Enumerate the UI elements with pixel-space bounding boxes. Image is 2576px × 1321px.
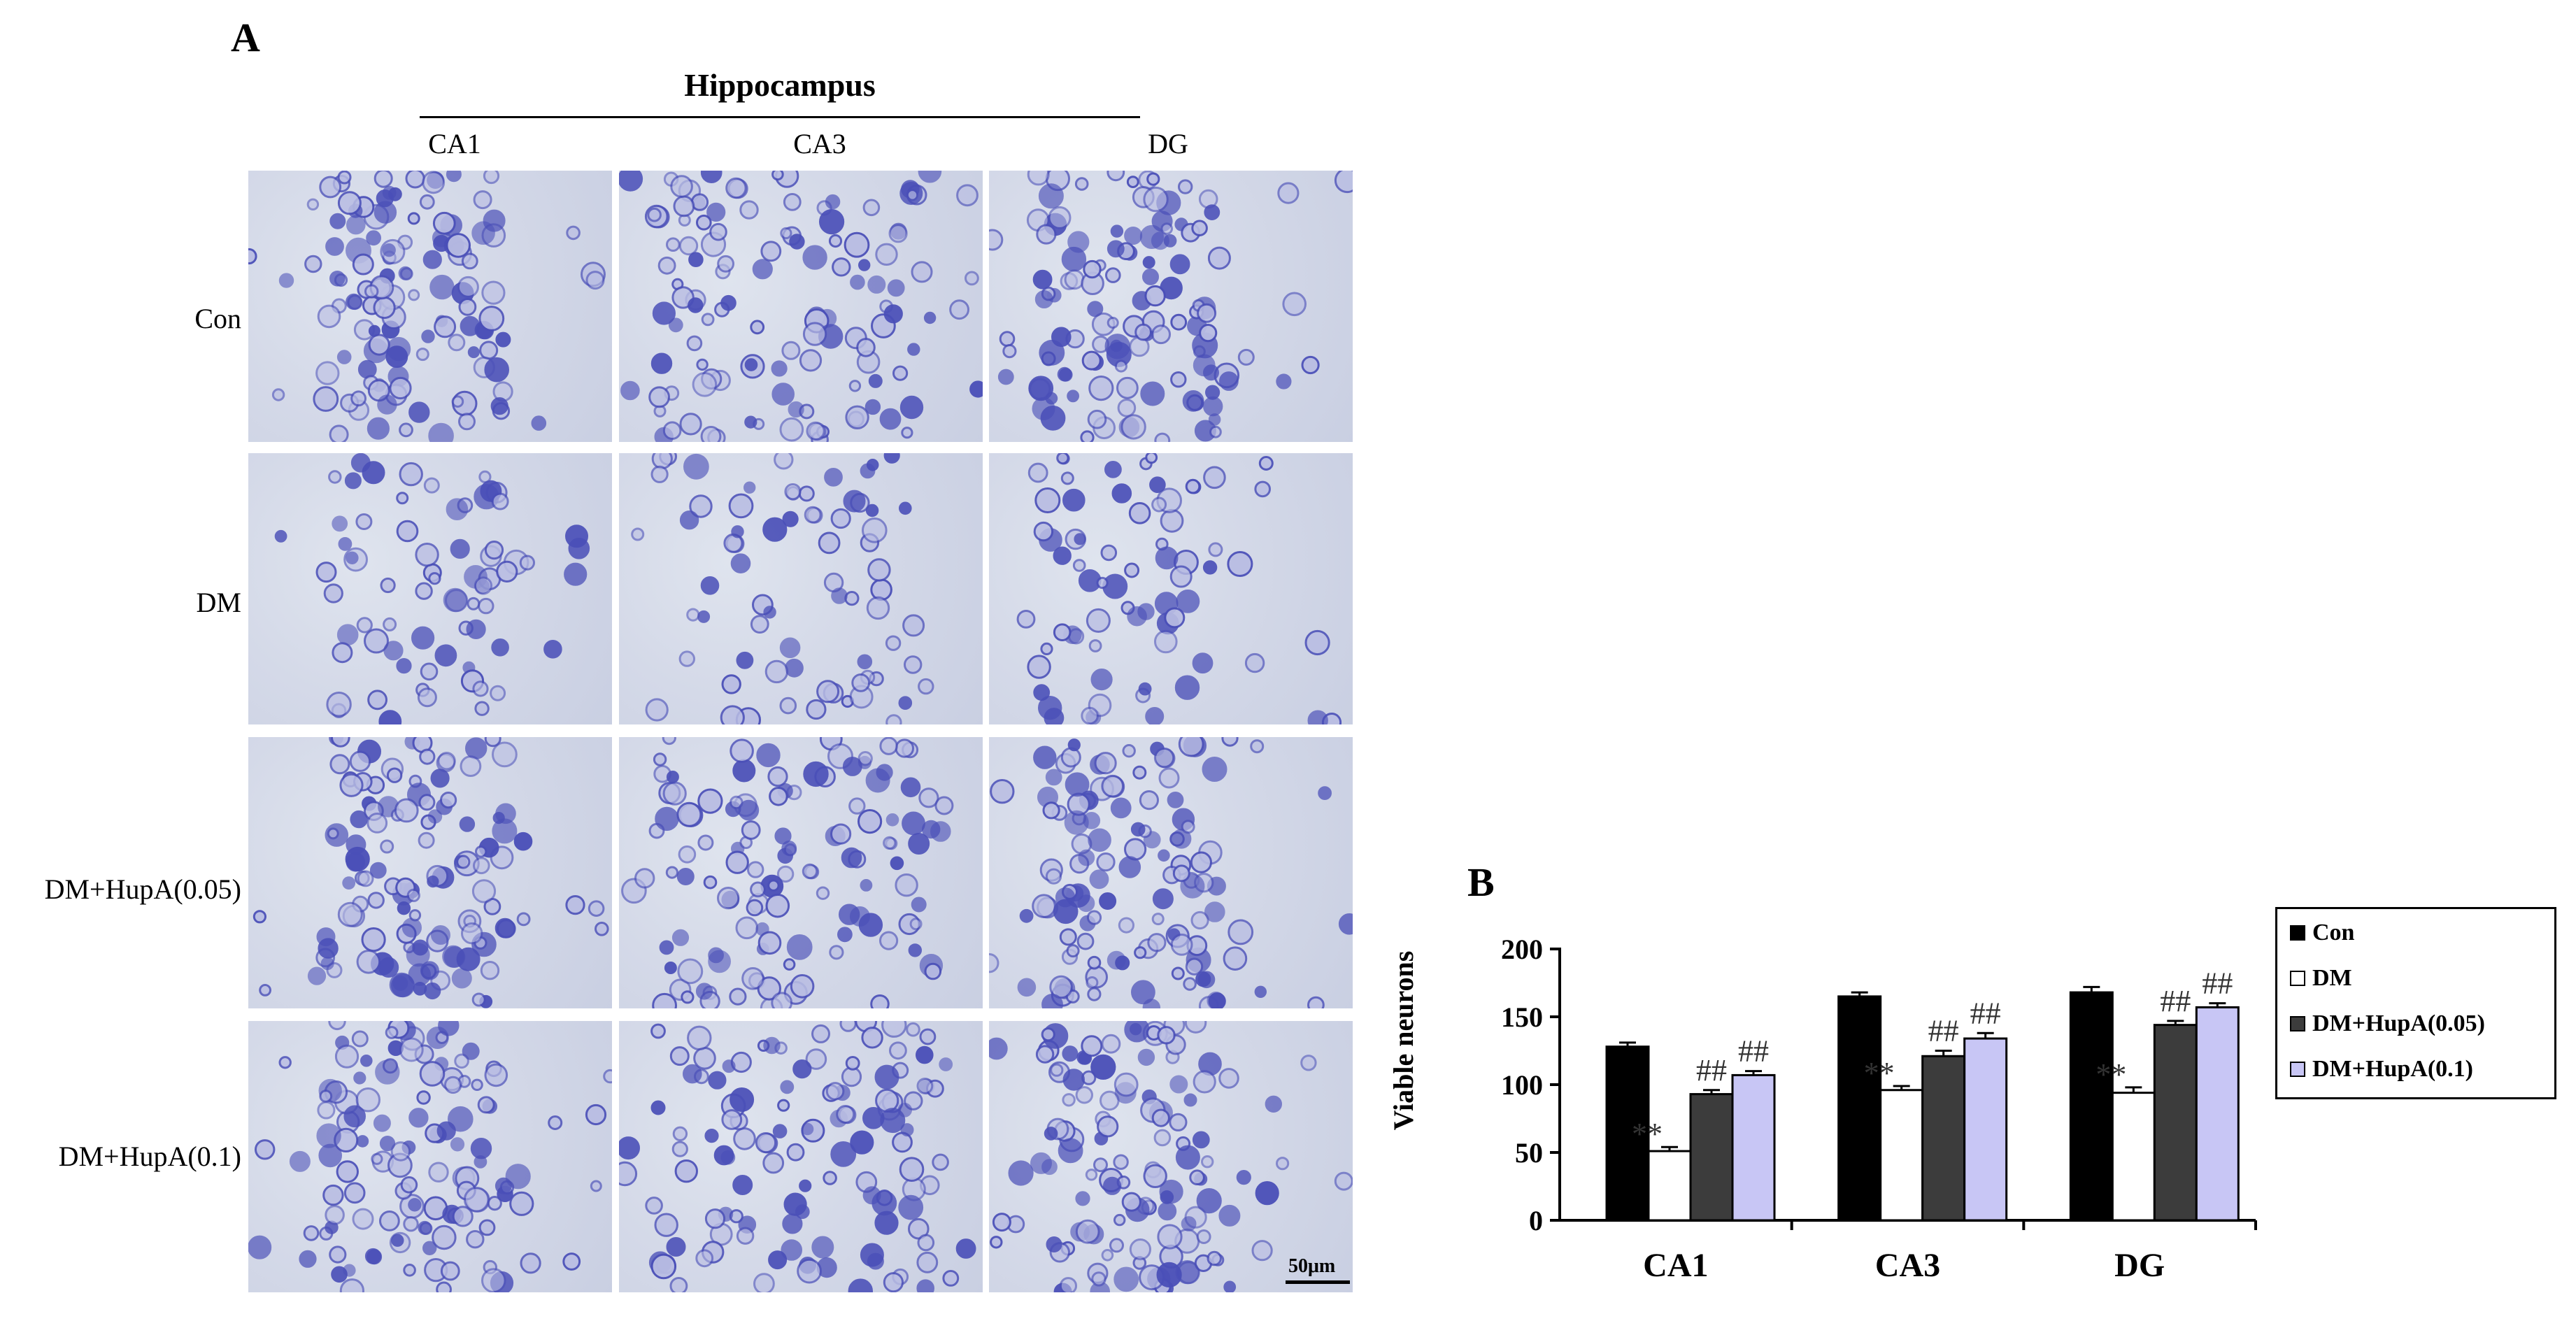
bar-ca3-con [1837,995,1882,1222]
bar-ca3-dm [1879,1089,1924,1222]
annotation-ca3-dm: ** [1864,1056,1895,1090]
micrograph-con-ca3 [619,171,983,442]
micrograph-dm-ca3 [619,453,983,724]
annotation-ca1-dm-hupa-0-1: ## [1738,1034,1769,1069]
panel-a-letter: A [231,15,260,60]
micrograph-dm-ca1 [248,453,612,724]
y-tick-label-50: 50 [1515,1137,1543,1169]
panel-b-letter: B [1467,859,1495,905]
legend-item-dm-hupa-005: DM+HupA(0.05) [2290,1010,2485,1038]
bar-ca1-con [1605,1045,1650,1222]
viable-neurons-bar-chart: Viable neurons 0 50 100 150 200 CA1 ** ## ## CA3 *… [1388,934,2257,1284]
legend-swatch-dm [2290,971,2305,986]
scale-bar [1286,1280,1350,1284]
region-title-underline [420,116,1140,118]
annotation-dg-dm: ** [2095,1057,2126,1092]
bar-ca1-dm-hupa-0-05 [1689,1093,1734,1222]
annotation-ca3-dm-hupa-0-1: ## [1970,996,2001,1030]
y-tick-label-200: 200 [1501,934,1543,965]
micrograph-dm-hupa-01-ca3 [619,1021,983,1292]
row-label-con: Con [194,303,241,334]
micrograph-dm-hupa-005-ca3 [619,737,983,1008]
micrograph-dm-hupa-01-dg [989,1021,1353,1292]
legend-swatch-dm-hupa-005 [2290,1016,2305,1031]
y-tick-label-150: 150 [1501,1001,1543,1033]
annotation-dg-dm-hupa-0-1: ## [2202,966,2233,1001]
annotation-ca3-dm-hupa-0-05: ## [1928,1014,1959,1048]
column-label-ca3: CA3 [793,128,846,159]
x-tick-label-ca1: CA1 [1643,1247,1708,1284]
x-tick-label-dg: DG [2114,1247,2165,1284]
micrograph-dm-hupa-01-ca1 [248,1021,612,1292]
bar-dg-con [2069,991,2114,1222]
legend-label-dm-hupa-01: DM+HupA(0.1) [2312,1056,2473,1082]
bar-ca1-dm-hupa-0-1 [1731,1073,1776,1222]
annotation-dg-dm-hupa-0-05: ## [2160,984,2191,1018]
legend-swatch-dm-hupa-01 [2290,1062,2305,1077]
bar-dg-dm-hupa-0-05 [2153,1024,2198,1222]
bar-ca3-dm-hupa-0-05 [1921,1055,1966,1222]
bar-ca3-dm-hupa-0-1 [1963,1037,2008,1222]
bar-dg-dm [2111,1092,2156,1222]
annotation-ca1-dm-hupa-0-05: ## [1696,1053,1727,1087]
bar-dg-dm-hupa-0-1 [2195,1006,2240,1222]
column-label-dg: DG [1148,128,1188,159]
micrograph-dm-hupa-005-ca1 [248,737,612,1008]
scale-bar-label: 50μm [1288,1255,1336,1277]
micrograph-dm-dg [989,453,1353,724]
legend-item-con: Con [2290,919,2354,947]
y-tick-label-0: 0 [1529,1205,1543,1236]
annotation-ca1-dm: ** [1632,1117,1663,1151]
legend-item-dm-hupa-01: DM+HupA(0.1) [2290,1055,2473,1083]
row-label-dm-hupa-01: DM+HupA(0.1) [58,1141,241,1172]
row-label-dm: DM [196,587,241,618]
chart-legend: Con DM DM+HupA(0.05) DM+HupA(0.1) [2275,907,2556,1099]
x-tick-label-ca3: CA3 [1875,1247,1940,1284]
bar-ca1-dm [1647,1150,1692,1222]
legend-label-dm: DM [2312,965,2352,991]
row-label-dm-hupa-005: DM+HupA(0.05) [44,873,241,905]
micrograph-con-dg [989,171,1353,442]
legend-swatch-con [2290,925,2305,941]
y-tick-label-100: 100 [1501,1069,1543,1101]
region-title: Hippocampus [684,67,876,103]
micrograph-con-ca1 [248,171,612,442]
legend-item-dm: DM [2290,964,2352,992]
micrograph-dm-hupa-005-dg [989,737,1353,1008]
y-axis-label: Viable neurons [1388,951,1419,1131]
legend-label-con: Con [2312,920,2355,945]
legend-label-dm-hupa-005: DM+HupA(0.05) [2312,1011,2485,1036]
column-label-ca1: CA1 [428,128,481,159]
